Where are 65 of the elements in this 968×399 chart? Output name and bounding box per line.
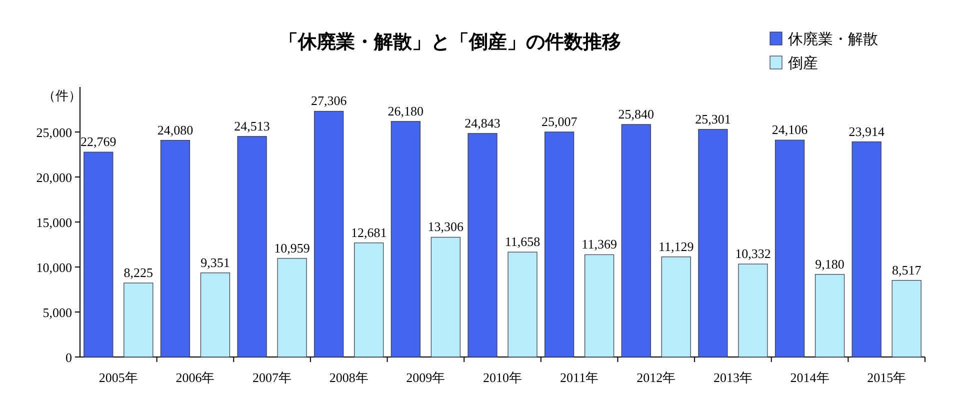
bar bbox=[468, 133, 498, 358]
bar bbox=[354, 242, 384, 358]
data-label: 9,180 bbox=[815, 256, 844, 272]
data-label: 23,914 bbox=[848, 124, 885, 139]
y-axis-title: （件） bbox=[42, 88, 82, 103]
bar bbox=[314, 110, 344, 358]
x-tick-label: 2013年 bbox=[713, 370, 752, 385]
data-label: 11,369 bbox=[582, 236, 617, 252]
data-label: 25,840 bbox=[618, 106, 654, 122]
bar bbox=[892, 280, 922, 358]
data-label: 25,301 bbox=[695, 111, 731, 126]
data-label: 24,513 bbox=[234, 118, 270, 134]
y-tick-label: 15,000 bbox=[36, 215, 72, 230]
x-tick-label: 2010年 bbox=[483, 370, 522, 385]
legend-label: 休廃業・解散 bbox=[788, 31, 878, 48]
data-label: 8,517 bbox=[892, 262, 922, 278]
bar bbox=[390, 121, 420, 358]
data-label: 8,225 bbox=[124, 264, 154, 280]
bar bbox=[814, 274, 845, 358]
bar bbox=[200, 272, 230, 358]
y-tick-label: 10,000 bbox=[36, 260, 72, 275]
data-label: 24,843 bbox=[464, 115, 500, 130]
y-tick-label: 0 bbox=[66, 350, 72, 365]
y-tick-label: 20,000 bbox=[36, 170, 72, 185]
bar bbox=[738, 264, 768, 358]
x-tick-label: 2014年 bbox=[790, 370, 830, 385]
chart-title: 「休廃業・解散」と「倒産」の件数推移 bbox=[279, 31, 621, 53]
bar bbox=[430, 236, 460, 358]
data-label: 13,306 bbox=[428, 219, 464, 234]
x-tick-label: 2008年 bbox=[329, 370, 368, 385]
data-label: 24,080 bbox=[157, 122, 194, 138]
data-label: 26,180 bbox=[388, 103, 424, 118]
data-label: 25,007 bbox=[541, 114, 578, 129]
x-tick-label: 2015年 bbox=[867, 370, 906, 385]
data-label: 10,332 bbox=[735, 246, 771, 262]
x-tick-label: 2009年 bbox=[406, 370, 446, 385]
data-label: 9,351 bbox=[200, 254, 230, 270]
data-label: 12,681 bbox=[350, 224, 387, 240]
bar bbox=[84, 152, 114, 358]
x-tick-label: 2012年 bbox=[636, 370, 676, 385]
x-tick-label: 2011年 bbox=[560, 370, 599, 385]
x-tick-label: 2007年 bbox=[252, 370, 292, 385]
bar bbox=[237, 136, 267, 358]
bar bbox=[160, 140, 190, 358]
bar bbox=[621, 124, 651, 358]
bar bbox=[584, 254, 614, 358]
x-tick-label: 2005年 bbox=[98, 370, 138, 385]
bar bbox=[661, 256, 691, 358]
data-label: 27,306 bbox=[310, 93, 348, 108]
bar bbox=[277, 258, 307, 358]
data-label: 10,959 bbox=[274, 240, 310, 256]
data-label: 24,106 bbox=[772, 122, 808, 138]
x-tick-label: 2006年 bbox=[176, 370, 215, 385]
data-label: 11,129 bbox=[658, 238, 694, 254]
bar bbox=[698, 128, 728, 358]
data-label: 22,769 bbox=[80, 134, 116, 150]
legend-label: 倒産 bbox=[788, 55, 818, 72]
y-tick-label: 5,000 bbox=[42, 305, 72, 320]
y-tick-label: 25,000 bbox=[36, 125, 72, 140]
bar bbox=[852, 141, 882, 358]
bar bbox=[774, 140, 805, 358]
bar bbox=[124, 282, 154, 358]
data-label: 11,658 bbox=[504, 234, 540, 250]
bar bbox=[544, 132, 574, 358]
bar bbox=[508, 252, 538, 358]
